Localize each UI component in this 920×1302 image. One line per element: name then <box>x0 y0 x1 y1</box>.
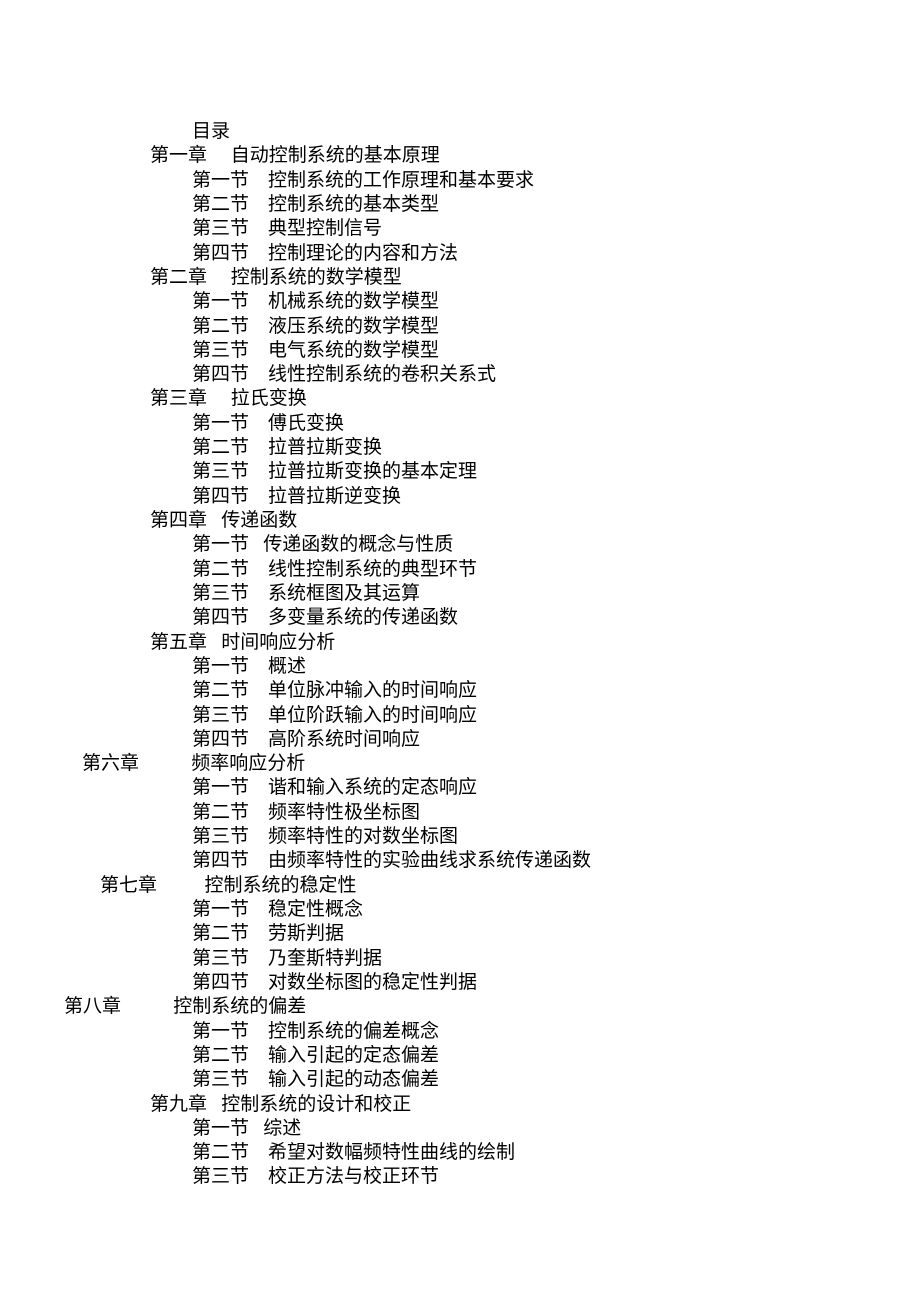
chapter-3-section-4: 第四节 拉普拉斯逆变换 <box>0 485 920 509</box>
chapter-1: 第一章 自动控制系统的基本原理 <box>0 144 920 168</box>
chapter-3: 第三章 拉氏变换 <box>0 387 920 411</box>
chapter-2-section-2: 第二节 液压系统的数学模型 <box>0 315 920 339</box>
chapter-8-section-2: 第二节 输入引起的定态偏差 <box>0 1044 920 1068</box>
chapter-8: 第八章 控制系统的偏差 <box>0 995 920 1019</box>
chapter-1-section-1: 第一节 控制系统的工作原理和基本要求 <box>0 169 920 193</box>
chapter-5-section-3: 第三节 单位阶跃输入的时间响应 <box>0 704 920 728</box>
chapter-9-section-2: 第二节 希望对数幅频特性曲线的绘制 <box>0 1141 920 1165</box>
chapter-6-section-4: 第四节 由频率特性的实验曲线求系统传递函数 <box>0 849 920 873</box>
chapter-1-section-4: 第四节 控制理论的内容和方法 <box>0 242 920 266</box>
chapter-1-section-3: 第三节 典型控制信号 <box>0 217 920 241</box>
chapter-6-section-1: 第一节 谐和输入系统的定态响应 <box>0 776 920 800</box>
chapter-2: 第二章 控制系统的数学模型 <box>0 266 920 290</box>
chapter-9-section-3: 第三节 校正方法与校正环节 <box>0 1165 920 1189</box>
chapter-7: 第七章 控制系统的稳定性 <box>0 874 920 898</box>
chapter-4-section-1: 第一节 传递函数的概念与性质 <box>0 533 920 557</box>
chapter-6: 第六章 频率响应分析 <box>0 752 920 776</box>
chapter-1-section-2: 第二节 控制系统的基本类型 <box>0 193 920 217</box>
chapter-7-section-1: 第一节 稳定性概念 <box>0 898 920 922</box>
chapter-6-section-2: 第二节 频率特性极坐标图 <box>0 801 920 825</box>
chapter-3-section-1: 第一节 傅氏变换 <box>0 412 920 436</box>
chapter-5: 第五章 时间响应分析 <box>0 631 920 655</box>
chapter-2-section-4: 第四节 线性控制系统的卷积关系式 <box>0 363 920 387</box>
chapter-5-section-4: 第四节 高阶系统时间响应 <box>0 728 920 752</box>
chapter-8-section-3: 第三节 输入引起的动态偏差 <box>0 1068 920 1092</box>
table-of-contents: 目录第一章 自动控制系统的基本原理第一节 控制系统的工作原理和基本要求第二节 控… <box>0 120 920 1190</box>
chapter-2-section-3: 第三节 电气系统的数学模型 <box>0 339 920 363</box>
chapter-7-section-4: 第四节 对数坐标图的稳定性判据 <box>0 971 920 995</box>
chapter-4: 第四章 传递函数 <box>0 509 920 533</box>
toc-title: 目录 <box>0 120 920 144</box>
chapter-9: 第九章 控制系统的设计和校正 <box>0 1093 920 1117</box>
chapter-3-section-2: 第二节 拉普拉斯变换 <box>0 436 920 460</box>
chapter-6-section-3: 第三节 频率特性的对数坐标图 <box>0 825 920 849</box>
chapter-5-section-2: 第二节 单位脉冲输入的时间响应 <box>0 679 920 703</box>
chapter-4-section-2: 第二节 线性控制系统的典型环节 <box>0 558 920 582</box>
chapter-3-section-3: 第三节 拉普拉斯变换的基本定理 <box>0 460 920 484</box>
chapter-4-section-4: 第四节 多变量系统的传递函数 <box>0 606 920 630</box>
chapter-8-section-1: 第一节 控制系统的偏差概念 <box>0 1020 920 1044</box>
chapter-7-section-3: 第三节 乃奎斯特判据 <box>0 947 920 971</box>
chapter-4-section-3: 第三节 系统框图及其运算 <box>0 582 920 606</box>
chapter-9-section-1: 第一节 综述 <box>0 1117 920 1141</box>
chapter-5-section-1: 第一节 概述 <box>0 655 920 679</box>
chapter-2-section-1: 第一节 机械系统的数学模型 <box>0 290 920 314</box>
chapter-7-section-2: 第二节 劳斯判据 <box>0 922 920 946</box>
